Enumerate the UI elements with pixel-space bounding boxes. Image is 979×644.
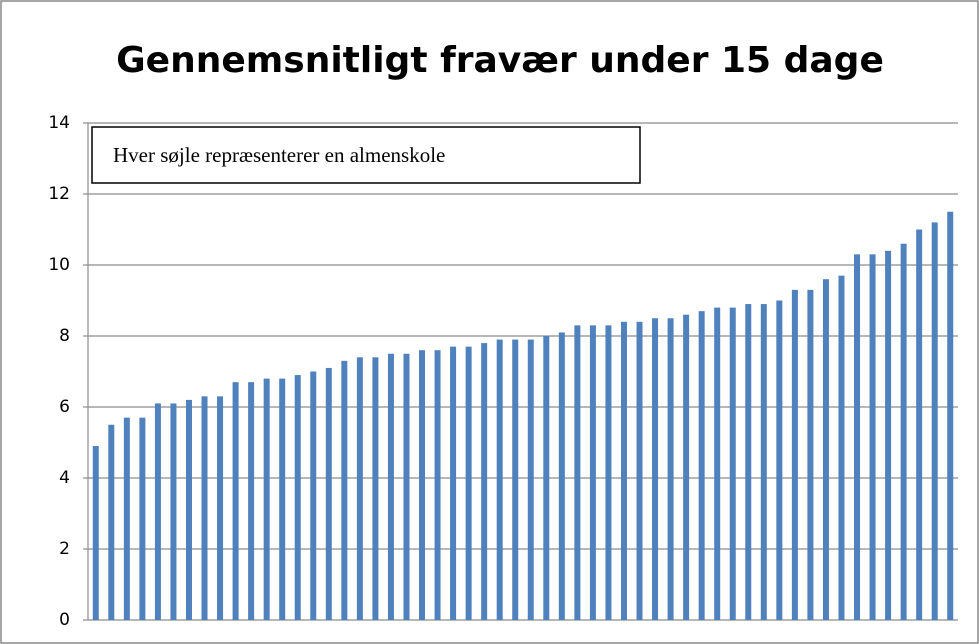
y-tick-label: 10 (48, 255, 70, 275)
bar (185, 399, 192, 620)
bar (92, 446, 99, 620)
bar (636, 321, 643, 620)
bar (745, 304, 752, 620)
bar (543, 336, 550, 620)
chart-title: Gennemsnitligt fravær under 15 dage (116, 40, 884, 81)
bar (372, 357, 379, 620)
bar (667, 318, 674, 620)
bar (869, 254, 876, 620)
y-tick-label: 14 (48, 113, 70, 133)
bar (512, 339, 519, 620)
bar (232, 382, 239, 620)
bar (714, 307, 721, 620)
y-tick-label: 4 (59, 468, 70, 488)
bar (217, 396, 224, 620)
y-tick-label: 2 (59, 539, 70, 559)
bar (481, 343, 488, 620)
bar (387, 353, 394, 620)
bar (854, 254, 861, 620)
bar (496, 339, 503, 620)
bar (838, 275, 845, 620)
bar (341, 360, 348, 620)
bar (201, 396, 208, 620)
bar (776, 300, 783, 620)
y-tick-label: 6 (59, 397, 70, 417)
bar (248, 382, 255, 620)
annotation: Hver søjle repræsenterer en almenskole (113, 143, 445, 167)
bar (279, 378, 286, 620)
bar (170, 403, 177, 620)
bar (450, 346, 457, 620)
bar (108, 424, 115, 620)
bar (527, 339, 534, 620)
bar (558, 332, 565, 620)
bar (154, 403, 161, 620)
y-tick-label: 0 (59, 610, 70, 630)
bar (652, 318, 659, 620)
bar (434, 350, 441, 620)
bar (263, 378, 270, 620)
bar (294, 375, 301, 620)
bar (310, 371, 317, 620)
bar (620, 321, 627, 620)
bar (589, 325, 596, 620)
bar (885, 250, 892, 621)
bar (465, 346, 472, 620)
bar (403, 353, 410, 620)
bar (760, 304, 767, 620)
bar (683, 314, 690, 620)
bar (698, 311, 705, 620)
bar (931, 222, 938, 620)
bar (356, 357, 363, 620)
y-tick-label: 8 (59, 326, 70, 346)
bar (123, 417, 130, 620)
bar (807, 289, 814, 620)
bar (419, 350, 426, 620)
bar (916, 229, 923, 620)
bar (605, 325, 612, 620)
annotation-box (91, 126, 641, 184)
bar (729, 307, 736, 620)
bar (822, 279, 829, 620)
bar (791, 289, 798, 620)
bar (139, 417, 146, 620)
bar (574, 325, 581, 620)
y-tick-label: 12 (48, 184, 70, 204)
bar (325, 367, 332, 620)
bar (947, 211, 954, 620)
bar (900, 243, 907, 620)
